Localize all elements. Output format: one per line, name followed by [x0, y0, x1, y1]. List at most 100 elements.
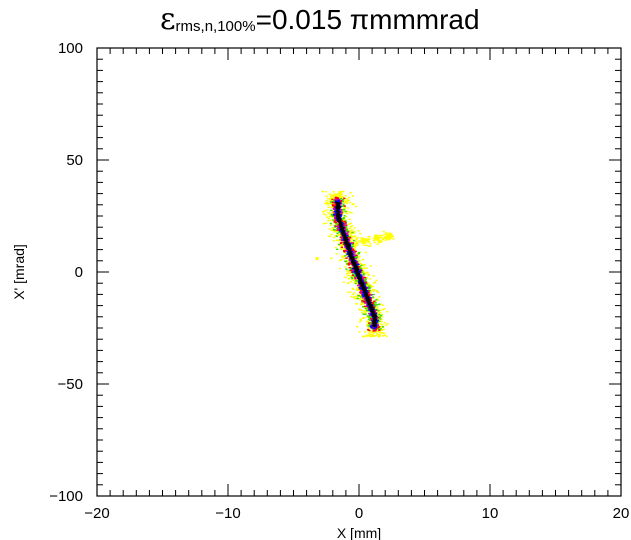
particle	[339, 191, 341, 192]
y-tick-labels: −100−50050100	[49, 40, 83, 505]
particle	[348, 250, 350, 251]
particle	[361, 310, 363, 311]
particle	[342, 204, 344, 205]
particle	[350, 234, 352, 235]
particle	[328, 218, 330, 219]
particle	[379, 242, 381, 243]
particle	[351, 258, 353, 259]
particle	[387, 237, 389, 238]
particle	[367, 329, 369, 330]
particle	[355, 269, 357, 270]
particle	[351, 229, 353, 230]
particle	[373, 324, 375, 325]
particle	[364, 331, 366, 332]
particle	[325, 191, 327, 192]
particle	[331, 199, 333, 200]
particle	[379, 235, 381, 236]
particle	[386, 323, 388, 324]
particle	[373, 294, 375, 295]
particle	[333, 240, 335, 241]
particle	[378, 314, 380, 315]
particle	[358, 331, 360, 332]
particle	[380, 323, 382, 324]
particle	[325, 196, 327, 197]
particle	[346, 235, 348, 236]
particle	[373, 300, 375, 301]
particle	[325, 214, 327, 215]
particle	[363, 274, 365, 275]
particle	[372, 289, 374, 290]
particle	[379, 312, 381, 313]
particle	[369, 302, 371, 303]
particle	[337, 203, 339, 204]
particle	[379, 240, 381, 241]
particle	[330, 225, 332, 226]
particle	[345, 240, 347, 241]
particle	[350, 296, 352, 297]
x-axis-label: X [mm]	[337, 525, 381, 540]
particle	[382, 304, 384, 305]
y-tick-label: 0	[75, 264, 83, 281]
particle	[354, 281, 356, 282]
particle	[351, 232, 353, 233]
particle	[369, 243, 371, 244]
particle	[353, 240, 355, 241]
particle	[327, 212, 329, 213]
particle	[341, 255, 343, 256]
particle	[370, 265, 372, 266]
particle	[378, 304, 380, 305]
particle	[347, 275, 349, 276]
particle	[360, 320, 362, 321]
particle	[359, 287, 361, 288]
particle	[348, 278, 350, 279]
particle	[370, 285, 372, 286]
x-tick-label: 20	[613, 505, 630, 522]
particle	[333, 237, 335, 238]
particle	[356, 326, 358, 327]
particle	[352, 242, 354, 243]
particle	[344, 205, 346, 206]
particle	[344, 221, 346, 222]
x-tick-label: −20	[84, 505, 109, 522]
particle	[379, 310, 381, 311]
particle	[371, 334, 373, 335]
particle	[360, 279, 362, 280]
particle	[376, 304, 378, 305]
particle	[326, 216, 328, 217]
particle	[345, 237, 347, 238]
particle	[336, 211, 338, 212]
particle	[349, 291, 351, 292]
particle	[359, 269, 361, 270]
particle	[336, 206, 338, 207]
particle	[346, 233, 348, 234]
particle	[382, 326, 384, 327]
particle	[326, 209, 328, 210]
particle	[357, 264, 359, 265]
particle	[337, 214, 339, 215]
particle	[355, 245, 357, 246]
particle	[352, 275, 354, 276]
particle	[342, 248, 344, 249]
particle	[377, 244, 379, 245]
particle	[389, 237, 391, 238]
particle	[379, 332, 381, 333]
particle	[344, 260, 346, 261]
particle	[372, 332, 374, 333]
particle	[330, 196, 332, 197]
particle	[343, 235, 345, 236]
particle	[347, 246, 349, 247]
particle	[357, 273, 359, 274]
particle	[336, 197, 338, 198]
particle	[334, 205, 336, 206]
particle	[381, 235, 383, 236]
particle	[322, 191, 324, 192]
particle	[376, 290, 378, 291]
particle	[330, 234, 332, 235]
particle	[343, 198, 345, 199]
particle	[377, 238, 379, 239]
particle	[342, 191, 344, 192]
particle	[348, 223, 350, 224]
particle	[344, 266, 346, 267]
particle	[362, 297, 364, 298]
particle	[352, 257, 354, 258]
